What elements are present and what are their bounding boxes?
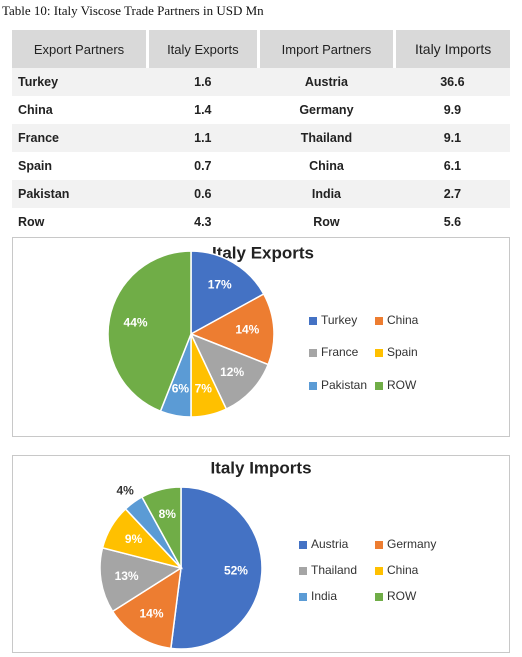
legend-label: Turkey [321, 313, 357, 327]
exports-chart: Italy Exports 17% 14% 12% 7% 6% 44% Turkey China… [12, 237, 510, 437]
header-cell: Italy Imports [394, 30, 510, 68]
legend-label: ROW [387, 589, 417, 603]
table-cell: 2.7 [394, 180, 510, 208]
table-row: Row 4.3 Row 5.6 [12, 208, 510, 236]
legend-swatch [375, 317, 383, 325]
table-cell: 0.7 [194, 159, 212, 173]
table-cell: 1.1 [147, 124, 259, 152]
pie-slice [170, 486, 263, 650]
legend-swatch [375, 567, 383, 575]
slice-label: 44% [124, 316, 148, 330]
legend-label: Austria [311, 537, 349, 551]
table-cell: Pakistan [12, 180, 148, 208]
document-title: Table 10: Italy Viscose Trade Partners i… [2, 3, 264, 18]
legend-label: ROW [387, 378, 417, 392]
legend-label: Pakistan [321, 378, 367, 392]
table-row: China 1.4 Germany 9.9 [12, 96, 510, 124]
header-cell: Export Partners [12, 30, 150, 68]
slice-label: 8% [159, 507, 177, 521]
table-cell: Austria [258, 68, 395, 96]
slice-label: 6% [172, 382, 190, 396]
legend-swatch [309, 382, 317, 390]
table-cell: Germany [299, 103, 354, 117]
trade-table: Export Partners Italy Exports Import Partn… [12, 30, 510, 236]
legend-label: China [387, 313, 419, 327]
pie-slice [189, 292, 275, 366]
table-row: France 1.1 Thailand 9.1 [12, 124, 510, 152]
table-cell: Turkey [12, 68, 148, 96]
slice-label: 7% [195, 381, 213, 395]
table-cell: 4.3 [194, 215, 212, 229]
table-row: Turkey 1.6 Austria 36.6 [12, 68, 510, 96]
table-cell: 5.6 [443, 215, 462, 229]
table-cell: China [18, 103, 53, 117]
header-cell: Import Partners [258, 30, 397, 68]
pie-slice [140, 486, 182, 569]
header-cell: Italy Exports [147, 30, 260, 68]
chart-title: Italy Exports [212, 243, 314, 262]
legend-swatch [299, 593, 307, 601]
table-cell: 9.1 [394, 124, 510, 152]
pie-slice [189, 332, 270, 411]
legend-swatch [375, 593, 383, 601]
slice-label: 52% [224, 564, 248, 578]
table-cell: 36.6 [394, 68, 510, 96]
table-cell: 6.1 [443, 159, 462, 173]
legend-swatch [299, 541, 307, 549]
imports-chart: Italy Imports 52% 14% 13% 9% 4% 8% Austria Germa… [12, 455, 510, 653]
legend-swatch [309, 349, 317, 357]
pie-slice [190, 250, 265, 336]
legend-swatch [375, 349, 383, 357]
table-cell: India [258, 180, 395, 208]
table-body: Turkey 1.6 Austria 36.6 China 1.4 Germany 9.9 Fr… [12, 68, 510, 236]
slice-label: 13% [115, 569, 139, 583]
table-cell: Thailand [258, 124, 395, 152]
table-row: Spain 0.7 China 6.1 [12, 152, 510, 180]
table-cell: France [12, 124, 148, 152]
slice-label: 4% [116, 483, 134, 497]
legend-swatch [375, 382, 383, 390]
table-cell: 9.9 [443, 103, 462, 117]
table-cell: 1.6 [147, 68, 259, 96]
table-cell: 0.6 [147, 180, 259, 208]
table-cell: Row [313, 215, 340, 229]
slice-label: 14% [139, 607, 163, 621]
legend-label: China [387, 563, 419, 577]
legend-label: Spain [387, 345, 418, 359]
legend-swatch [309, 317, 317, 325]
table-cell: Spain [18, 159, 53, 173]
slice-label: 17% [208, 278, 232, 292]
legend-label: Germany [387, 537, 436, 551]
header-row: Export Partners Italy Exports Import Partn… [12, 30, 510, 68]
table-cell: 1.4 [194, 103, 212, 117]
legend-swatch [375, 541, 383, 549]
slice-label: 12% [220, 365, 244, 379]
table-cell: Row [18, 215, 45, 229]
legend-label: India [311, 589, 337, 603]
chart-title: Italy Imports [210, 458, 311, 477]
pie-slice [107, 250, 192, 413]
slice-label: 14% [235, 323, 259, 337]
pie-slice [111, 566, 182, 650]
legend-swatch [299, 567, 307, 575]
table-cell: China [309, 159, 344, 173]
legend-label: France [321, 345, 359, 359]
pie-slice [99, 546, 183, 613]
table-row: Pakistan 0.6 India 2.7 [12, 180, 510, 208]
legend-label: Thailand [311, 563, 357, 577]
slice-label: 9% [125, 532, 143, 546]
